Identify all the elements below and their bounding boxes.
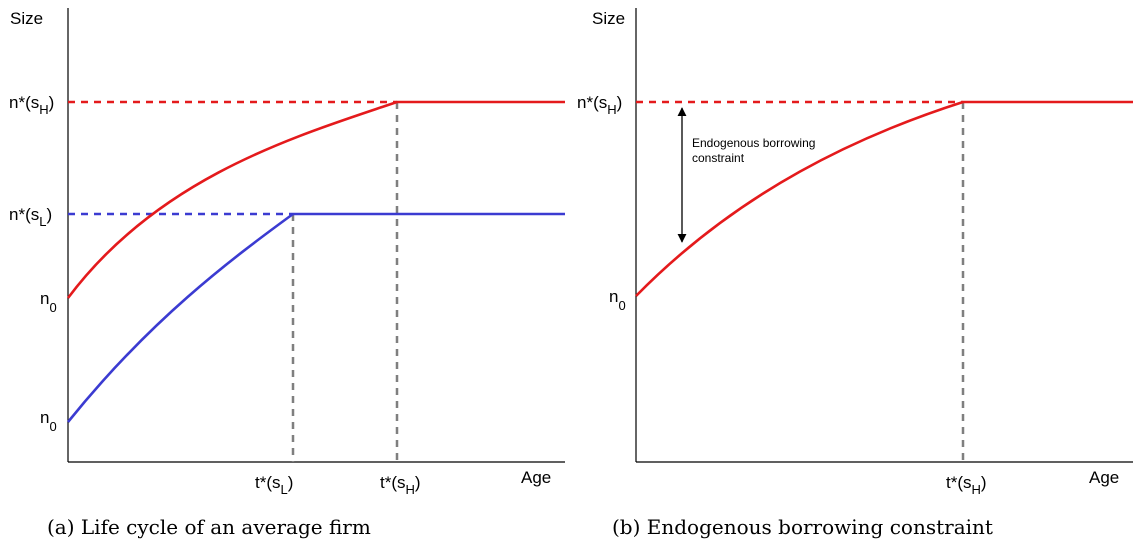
- label-t-star-high: t*(sH): [946, 473, 987, 497]
- curve-high-growth: [635, 100, 964, 297]
- annotation-line-2: constraint: [692, 151, 745, 165]
- panel-a: Size Age n*(sH) n*(sL) n0 n0 t*(sL) t*(s…: [9, 8, 565, 539]
- label-n0-low: n0: [40, 408, 57, 434]
- caption-b: (b) Endogenous borrowing constraint: [612, 515, 993, 539]
- annotation-line-1: Endogenous borrowing: [692, 136, 815, 150]
- label-n-star-high: n*(sH): [9, 93, 54, 117]
- label-t-star-low: t*(sL): [255, 473, 293, 497]
- y-axis-label: Size: [10, 9, 43, 28]
- curve-high-growth: [66, 100, 398, 299]
- label-n0-high: n0: [40, 289, 57, 315]
- caption-a: (a) Life cycle of an average firm: [47, 515, 371, 539]
- label-t-star-high: t*(sH): [380, 473, 421, 497]
- curve-low-growth: [66, 212, 294, 423]
- label-n-star-low: n*(sL): [9, 205, 52, 229]
- panel-b: Size Age Endogenous borrowing constraint…: [577, 8, 1133, 539]
- y-axis-label: Size: [592, 9, 625, 28]
- label-n-star-high: n*(sH): [577, 93, 622, 117]
- x-axis-label: Age: [1089, 468, 1119, 487]
- label-n0-high: n0: [609, 287, 626, 313]
- x-axis-label: Age: [521, 468, 551, 487]
